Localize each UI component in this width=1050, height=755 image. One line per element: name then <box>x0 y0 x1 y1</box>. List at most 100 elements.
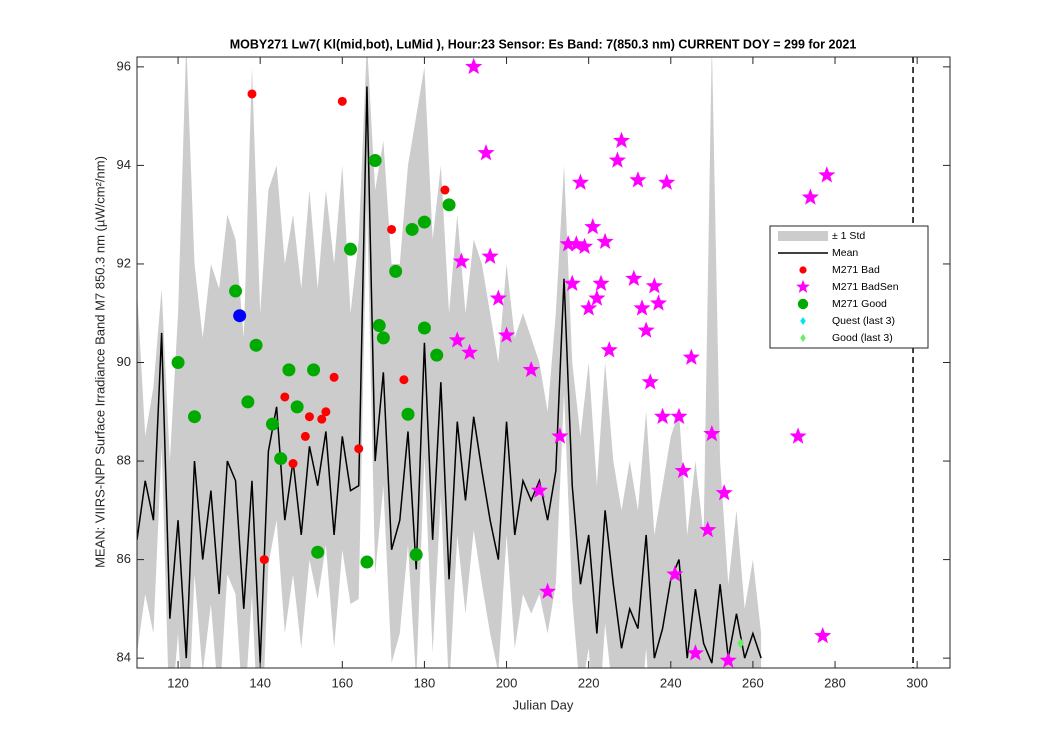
diamond-point <box>737 638 745 649</box>
good-point <box>417 321 431 335</box>
bad-point <box>247 89 257 99</box>
badsen-point <box>674 461 692 479</box>
good-point <box>405 222 419 236</box>
badsen-point <box>637 321 655 338</box>
y-tick-label: 88 <box>117 452 131 467</box>
bad-point <box>280 392 290 402</box>
good-point <box>229 284 243 298</box>
badsen-point <box>497 326 516 343</box>
mean-line <box>137 86 762 664</box>
legend-swatch <box>778 231 828 241</box>
bad-point <box>329 372 339 382</box>
good-point <box>372 319 386 333</box>
badsen-point <box>567 235 585 252</box>
badsen-point <box>571 173 590 190</box>
bad-point <box>300 431 310 441</box>
y-tick-label: 86 <box>117 551 131 566</box>
badsen-point <box>481 247 499 264</box>
highlight-point <box>233 309 247 323</box>
badsen-point <box>539 582 557 599</box>
bad-point <box>354 444 364 454</box>
badsen-point <box>452 252 470 269</box>
legend-label: Good (last 3) <box>832 332 893 344</box>
y-tick-label: 94 <box>117 157 131 172</box>
good-point <box>311 545 325 559</box>
badsen-point <box>596 232 614 250</box>
badsen-point <box>814 626 832 644</box>
legend-label: M271 Bad <box>832 264 880 276</box>
x-axis-label: Julian Day <box>513 697 574 712</box>
badsen-point <box>686 644 704 661</box>
legend: ± 1 Std Mean M271 Bad M271 BadSen M271 Good Q… <box>769 225 929 349</box>
good-point <box>360 555 374 569</box>
x-tick-label: 180 <box>414 675 436 690</box>
badsen-point <box>588 289 606 306</box>
badsen-point <box>592 274 610 291</box>
good-point <box>344 242 358 256</box>
badsen-point <box>580 299 598 316</box>
badsen-point <box>719 651 737 668</box>
badsen-point <box>715 484 733 501</box>
x-tick-label: 120 <box>167 675 189 690</box>
good-point <box>187 410 201 424</box>
bad-point <box>399 375 409 385</box>
bad-point <box>440 185 450 195</box>
good-point <box>241 395 255 409</box>
x-tick-label: 220 <box>578 675 600 690</box>
badsen-point <box>818 166 836 183</box>
badsen-point <box>612 131 631 149</box>
badsen-point <box>477 144 495 161</box>
badsen-point <box>551 427 569 444</box>
badsen-point <box>703 424 721 442</box>
bad-point <box>288 459 298 469</box>
good-point <box>442 198 456 212</box>
badsen-point <box>608 151 626 168</box>
good-point <box>417 215 431 229</box>
good-point <box>282 363 296 377</box>
badsen-point <box>559 235 577 252</box>
good-point <box>401 407 415 421</box>
badsen-point <box>682 348 700 365</box>
badsen-point <box>666 565 684 582</box>
bad-point <box>321 407 331 417</box>
bad-point <box>387 224 397 234</box>
good-point <box>376 331 390 345</box>
badsen-point <box>584 218 602 235</box>
axes: 120 140 160 180 200 220 240 260 280 300 84 86 88 90 92… <box>117 56 951 690</box>
diamond-point <box>800 334 806 342</box>
y-tick-label: 90 <box>117 354 131 369</box>
badsen-point <box>645 277 663 294</box>
badsen-point <box>461 343 479 360</box>
legend-label: M271 Good <box>832 298 887 310</box>
badsen-point <box>654 407 672 424</box>
good-point <box>274 452 288 466</box>
x-tick-label: 140 <box>249 675 271 690</box>
bad-point <box>799 266 807 274</box>
badsen-point <box>649 294 668 311</box>
good-point <box>368 153 382 167</box>
good-point <box>409 548 423 562</box>
badsen-point <box>641 373 659 390</box>
x-tick-label: 160 <box>331 675 353 690</box>
y-tick-label: 92 <box>117 255 131 270</box>
y-tick-label: 96 <box>117 58 131 73</box>
good-point <box>307 363 321 377</box>
chart-title: MOBY271 Lw7( Kl(mid,bot), LuMid ), Hour:… <box>230 37 857 51</box>
x-tick-label: 260 <box>742 675 764 690</box>
legend-label: M271 BadSen <box>832 281 899 293</box>
good-point <box>266 417 279 431</box>
badsen-point <box>530 481 548 498</box>
badsen-point <box>801 188 819 205</box>
badsen-point <box>625 269 643 287</box>
badsen-point <box>670 407 688 424</box>
badsen-point <box>489 289 507 306</box>
x-tick-label: 200 <box>496 675 518 690</box>
good-point <box>249 338 263 352</box>
good-point <box>797 298 809 310</box>
bad-point <box>259 555 269 565</box>
y-tick-label: 84 <box>117 650 131 665</box>
x-tick-label: 280 <box>824 675 846 690</box>
badsen-point <box>633 299 651 316</box>
